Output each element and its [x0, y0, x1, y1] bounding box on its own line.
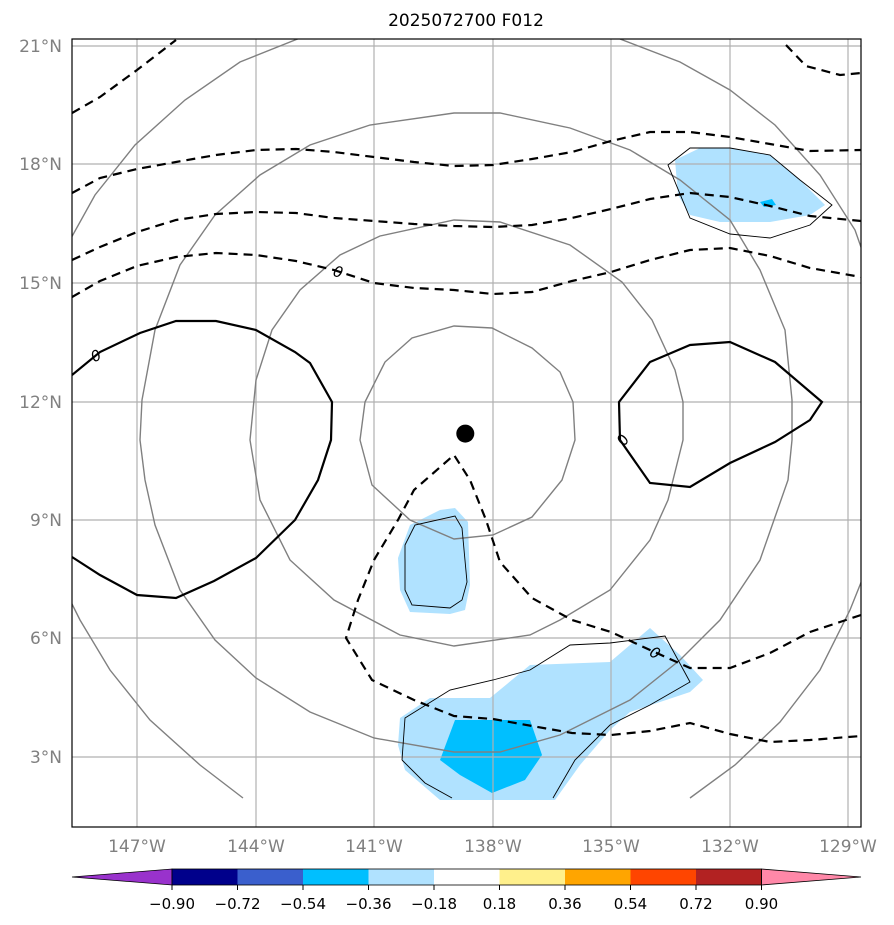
longitude-labels: 147°W 144°W 141°W 138°W 135°W 132°W 129°… — [108, 837, 877, 857]
colorbar: −0.90 −0.72 −0.54 −0.36 −0.18 0.18 0.36 … — [71, 868, 862, 913]
solid-contours — [72, 319, 824, 600]
lon-label: 132°W — [701, 837, 759, 857]
colorbar-ticks — [171, 885, 762, 890]
lat-label: 18°N — [19, 155, 62, 175]
colorbar-tick-label: −0.72 — [215, 895, 261, 913]
colorbar-tick-label: 0.72 — [679, 895, 712, 913]
colorbar-segment — [499, 869, 565, 885]
colorbar-tick-label: −0.18 — [411, 895, 457, 913]
colorbar-tick-label: 0.90 — [745, 895, 778, 913]
lon-label: 147°W — [108, 837, 166, 857]
colorbar-segment — [565, 869, 631, 885]
colorbar-tick-label: −0.54 — [280, 895, 326, 913]
lat-label: 3°N — [30, 748, 62, 768]
colorbar-segment — [630, 869, 696, 885]
colorbar-segment — [237, 869, 303, 885]
latitude-labels: 21°N 18°N 15°N 12°N 9°N 6°N 3°N — [19, 37, 62, 768]
lon-label: 144°W — [227, 837, 285, 857]
colorbar-segment — [303, 869, 369, 885]
colorbar-segment — [368, 869, 434, 885]
colorbar-tick-label: 0.36 — [548, 895, 581, 913]
range-rings — [72, 39, 861, 799]
colorbar-tick-label: 0.18 — [483, 895, 516, 913]
lon-label: 129°W — [819, 837, 877, 857]
colorbar-extend-left — [71, 868, 173, 886]
colorbar-extend-right — [761, 868, 862, 886]
colorbar-segment — [172, 869, 238, 885]
thin-contours — [401, 147, 833, 799]
colorbar-frame — [171, 868, 762, 886]
figure-title: 2025072700 F012 — [388, 11, 544, 31]
lat-label: 12°N — [19, 393, 62, 413]
lon-label: 138°W — [464, 837, 522, 857]
contour-label: 0 — [88, 346, 105, 366]
contour-label: 0 — [331, 262, 345, 282]
colorbar-segment — [434, 869, 500, 885]
map-frame — [71, 38, 862, 828]
colorbar-tick-label: −0.90 — [149, 895, 195, 913]
graticule — [72, 39, 861, 827]
contour-label: 0 — [613, 431, 633, 448]
storm-center-marker — [456, 424, 475, 443]
shaded-light-blue-region — [398, 508, 470, 614]
colorbar-segment — [696, 869, 762, 885]
lon-label: 141°W — [345, 837, 403, 857]
lat-label: 9°N — [30, 511, 62, 531]
dashed-contours — [72, 39, 861, 744]
colorbar-tick-label: −0.36 — [346, 895, 392, 913]
map-area: 0 0 0 0 — [72, 39, 861, 827]
lon-label: 135°W — [582, 837, 640, 857]
lat-label: 6°N — [30, 629, 62, 649]
shaded-light-blue-region — [675, 148, 825, 222]
lat-label: 15°N — [19, 274, 62, 294]
lat-label: 21°N — [19, 37, 62, 57]
colorbar-tick-label: 0.54 — [614, 895, 647, 913]
